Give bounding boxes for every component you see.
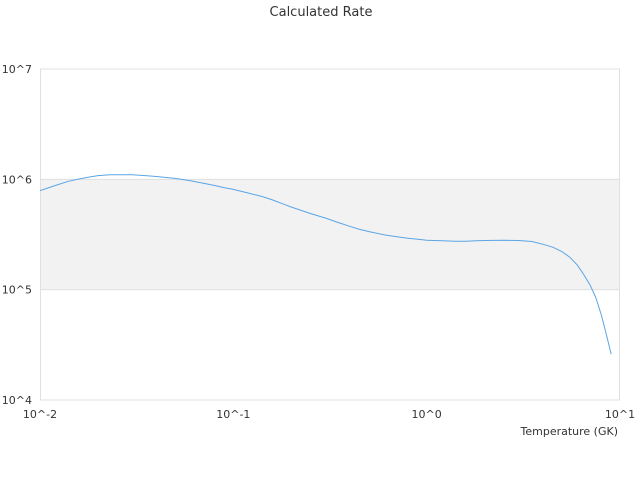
y-tick-label: 10^5 [2, 284, 32, 297]
y-tick-label: 10^7 [2, 63, 32, 76]
chart-title: Calculated Rate [270, 5, 373, 20]
y-axis-ticks: 10^4 10^5 10^6 10^7 [2, 63, 32, 407]
shaded-band [40, 179, 620, 290]
grid-lines [40, 68, 620, 401]
series-line [39, 174, 612, 355]
x-tick-label: 10^1 [605, 408, 635, 421]
series-layer [39, 174, 612, 355]
y-tick-label: 10^4 [2, 394, 32, 407]
y-tick-label: 10^6 [2, 173, 32, 186]
x-tick-label: 10^0 [412, 408, 442, 421]
x-axis-ticks: 10^-2 10^-1 10^0 10^1 [23, 408, 635, 421]
x-tick-label: 10^-2 [23, 408, 57, 421]
plot-area [40, 179, 620, 290]
x-axis-label: Temperature (GK) [520, 425, 619, 438]
x-tick-label: 10^-1 [216, 408, 250, 421]
